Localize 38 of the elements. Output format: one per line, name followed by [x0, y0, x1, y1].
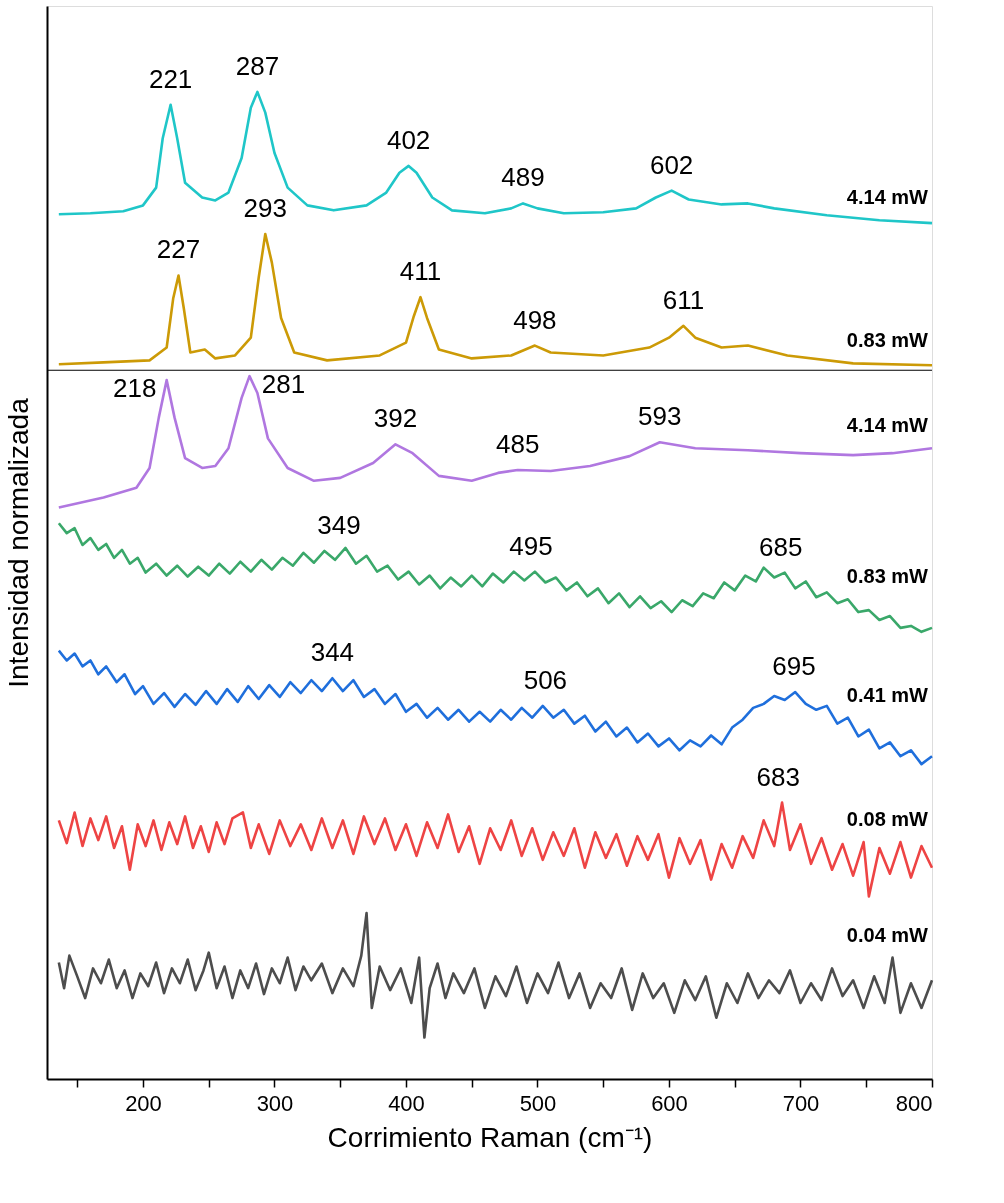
annotation: 495	[509, 530, 553, 561]
series-label: 0.08 mW	[846, 808, 929, 831]
x-tick-label: 200	[125, 1090, 162, 1116]
series-label: 4.14 mW	[846, 186, 929, 209]
annotation: 489	[501, 162, 545, 193]
series-label: 4.14 mW	[846, 414, 929, 437]
x-tick-label: 300	[256, 1090, 294, 1116]
annotation: 221	[148, 63, 193, 94]
annotation: 506	[523, 664, 568, 695]
annotation: 344	[310, 637, 355, 668]
annotation: 227	[156, 234, 201, 265]
annotation: 485	[496, 428, 540, 459]
annotation: 218	[112, 373, 157, 404]
x-tick-label: 400	[388, 1090, 425, 1116]
x-tick-label: 800	[895, 1090, 933, 1116]
annotation: 411	[399, 256, 442, 287]
x-tick-label: 700	[782, 1090, 820, 1116]
annotation: 281	[261, 369, 306, 400]
series-label: 0.41 mW	[846, 683, 929, 706]
series-label: 0.83 mW	[846, 565, 929, 588]
annotation: 602	[649, 149, 694, 180]
annotation: 695	[772, 651, 816, 682]
annotation: 683	[756, 761, 800, 792]
annotation: 392	[373, 403, 418, 434]
x-tick-label: 600	[651, 1090, 688, 1116]
annotation: 611	[662, 284, 705, 315]
series-label: 0.04 mW	[846, 923, 929, 946]
y-axis-title: Intensidad normalizada	[2, 397, 34, 688]
x-axis-title: Corrimiento Raman (cm⁻¹)	[327, 1121, 653, 1153]
annotation: 402	[386, 124, 431, 155]
annotation: 498	[513, 304, 557, 335]
x-tick-label: 500	[519, 1090, 557, 1116]
annotation: 593	[638, 401, 682, 432]
annotation: 349	[317, 509, 361, 540]
annotation: 293	[243, 193, 287, 224]
annotation: 287	[235, 50, 280, 81]
series-label: 0.83 mW	[846, 329, 929, 352]
annotation: 685	[759, 531, 803, 562]
